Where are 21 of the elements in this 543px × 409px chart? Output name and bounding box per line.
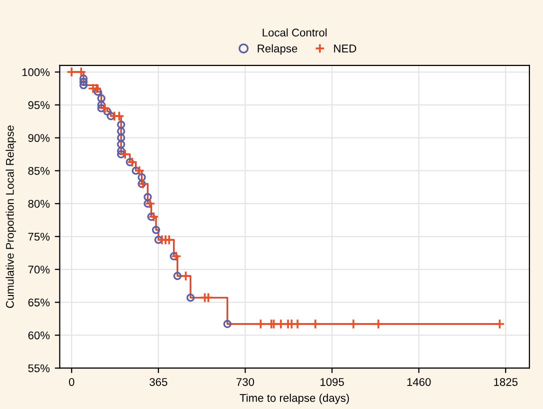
- y-tick-label: 70%: [28, 266, 50, 274]
- x-axis-title: Time to relapse (days): [240, 394, 349, 404]
- legend-label: Relapse: [258, 44, 298, 55]
- y-tick-label: 95%: [28, 101, 50, 110]
- y-tick-label: 85%: [28, 166, 50, 175]
- y-tick-label: 60%: [28, 331, 50, 340]
- x-tick-label: 365: [150, 378, 168, 386]
- x-tick-label: 730: [236, 378, 254, 386]
- y-tick-label: 65%: [28, 298, 50, 306]
- x-tick-label: 1095: [320, 378, 344, 386]
- y-tick-label: 100%: [22, 68, 50, 76]
- legend-label: NED: [334, 44, 356, 52]
- x-tick-label: 1825: [494, 378, 518, 386]
- y-axis-title: Cumulative Proportion Local Relapse: [6, 126, 16, 308]
- x-tick-label: 0: [68, 378, 74, 386]
- y-tick-label: 75%: [28, 232, 50, 241]
- y-tick-label: 55%: [28, 364, 50, 372]
- legend-title: Local Control: [262, 28, 327, 37]
- x-tick-label: 1460: [407, 378, 431, 386]
- y-tick-label: 90%: [28, 134, 50, 142]
- y-tick-label: 80%: [28, 200, 50, 208]
